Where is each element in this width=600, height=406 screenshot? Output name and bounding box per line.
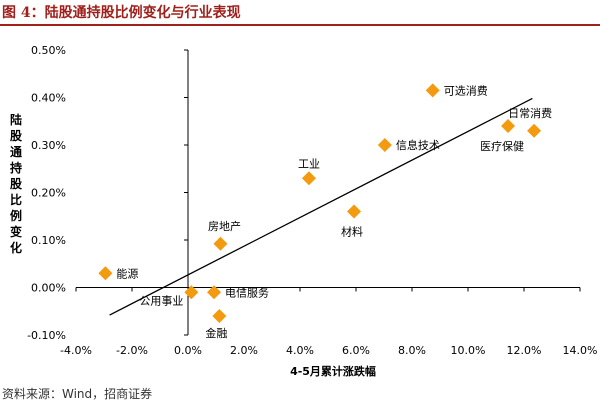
x-tick-label: 10.0% (451, 344, 486, 357)
data-point-marker (207, 285, 222, 300)
y-tick-label: 0.10% (31, 234, 66, 247)
data-point-label: 材料 (341, 225, 363, 239)
y-tick-label: 0.30% (31, 139, 66, 152)
data-point-marker (527, 123, 542, 138)
data-point-label: 医疗保健 (480, 139, 524, 153)
y-tick-label: 0.40% (31, 92, 66, 105)
y-axis-label-char: 比 (10, 192, 22, 207)
data-point-marker (184, 285, 199, 300)
data-point-label: 日常消费 (508, 106, 552, 120)
y-tick-label: 0.50% (31, 44, 66, 57)
figure-title: 图 4：陆股通持股比例变化与行业表现 (2, 5, 241, 21)
y-tick-label: 0.00% (31, 282, 66, 295)
y-axis-label-char: 持 (10, 160, 22, 175)
y-axis-label-char: 股 (10, 128, 23, 143)
data-point-label: 工业 (298, 157, 320, 170)
x-tick-label: -4.0% (60, 344, 92, 357)
data-point-label: 房地产 (208, 219, 241, 233)
data-point-marker (425, 83, 440, 98)
data-point-marker (213, 236, 228, 251)
data-point-marker (301, 171, 316, 186)
x-tick-label: 6.0% (342, 344, 370, 357)
data-point-label: 能源 (116, 266, 138, 280)
axes: -0.10% 0.00% 0.10% 0.20% 0.30% 0.40% 0.50% -4.0… (27, 44, 597, 357)
x-tick-label: -2.0% (116, 344, 148, 357)
trendline-layer (109, 97, 533, 316)
data-point-marker (98, 266, 113, 281)
title-divider (0, 24, 600, 26)
y-axis-label-char: 化 (10, 240, 22, 255)
y-tick-label: -0.10% (27, 329, 66, 342)
data-point-marker (212, 309, 227, 323)
x-tick-label: 0.0% (174, 344, 202, 357)
source-note: 资料来源：Wind，招商证券 (2, 387, 153, 401)
x-tick-label: 2.0% (230, 344, 258, 357)
x-tick-label: 14.0% (563, 344, 598, 357)
data-point-label: 可选消费 (444, 83, 488, 97)
x-tick-label: 12.0% (507, 344, 542, 357)
data-point-marker (377, 138, 392, 152)
data-point-label: 电信服务 (225, 286, 269, 299)
x-axis-label: 4-5月累计涨跌幅 (290, 364, 376, 378)
data-point-marker (347, 204, 362, 219)
x-tick-label: 8.0% (398, 344, 426, 357)
data-point-label: 信息技术 (396, 138, 440, 152)
trendline (109, 97, 533, 316)
data-point-marker (501, 119, 516, 133)
y-axis-label-char: 变 (10, 224, 22, 239)
y-axis-label-char: 通 (10, 144, 22, 159)
data-point-label: 金融 (205, 326, 227, 340)
y-axis-label-char: 股 (10, 176, 23, 191)
scatter-chart: -0.10% 0.00% 0.10% 0.20% 0.30% 0.40% 0.50% -4.0… (10, 44, 597, 378)
y-axis-label: 陆股通持股比例变化 (10, 112, 23, 255)
x-tick-label: 4.0% (286, 344, 314, 357)
data-point-label: 公用事业 (139, 294, 183, 307)
y-tick-label: 0.20% (31, 187, 66, 200)
y-axis-label-char: 例 (10, 208, 22, 223)
y-axis-label-char: 陆 (10, 112, 22, 127)
